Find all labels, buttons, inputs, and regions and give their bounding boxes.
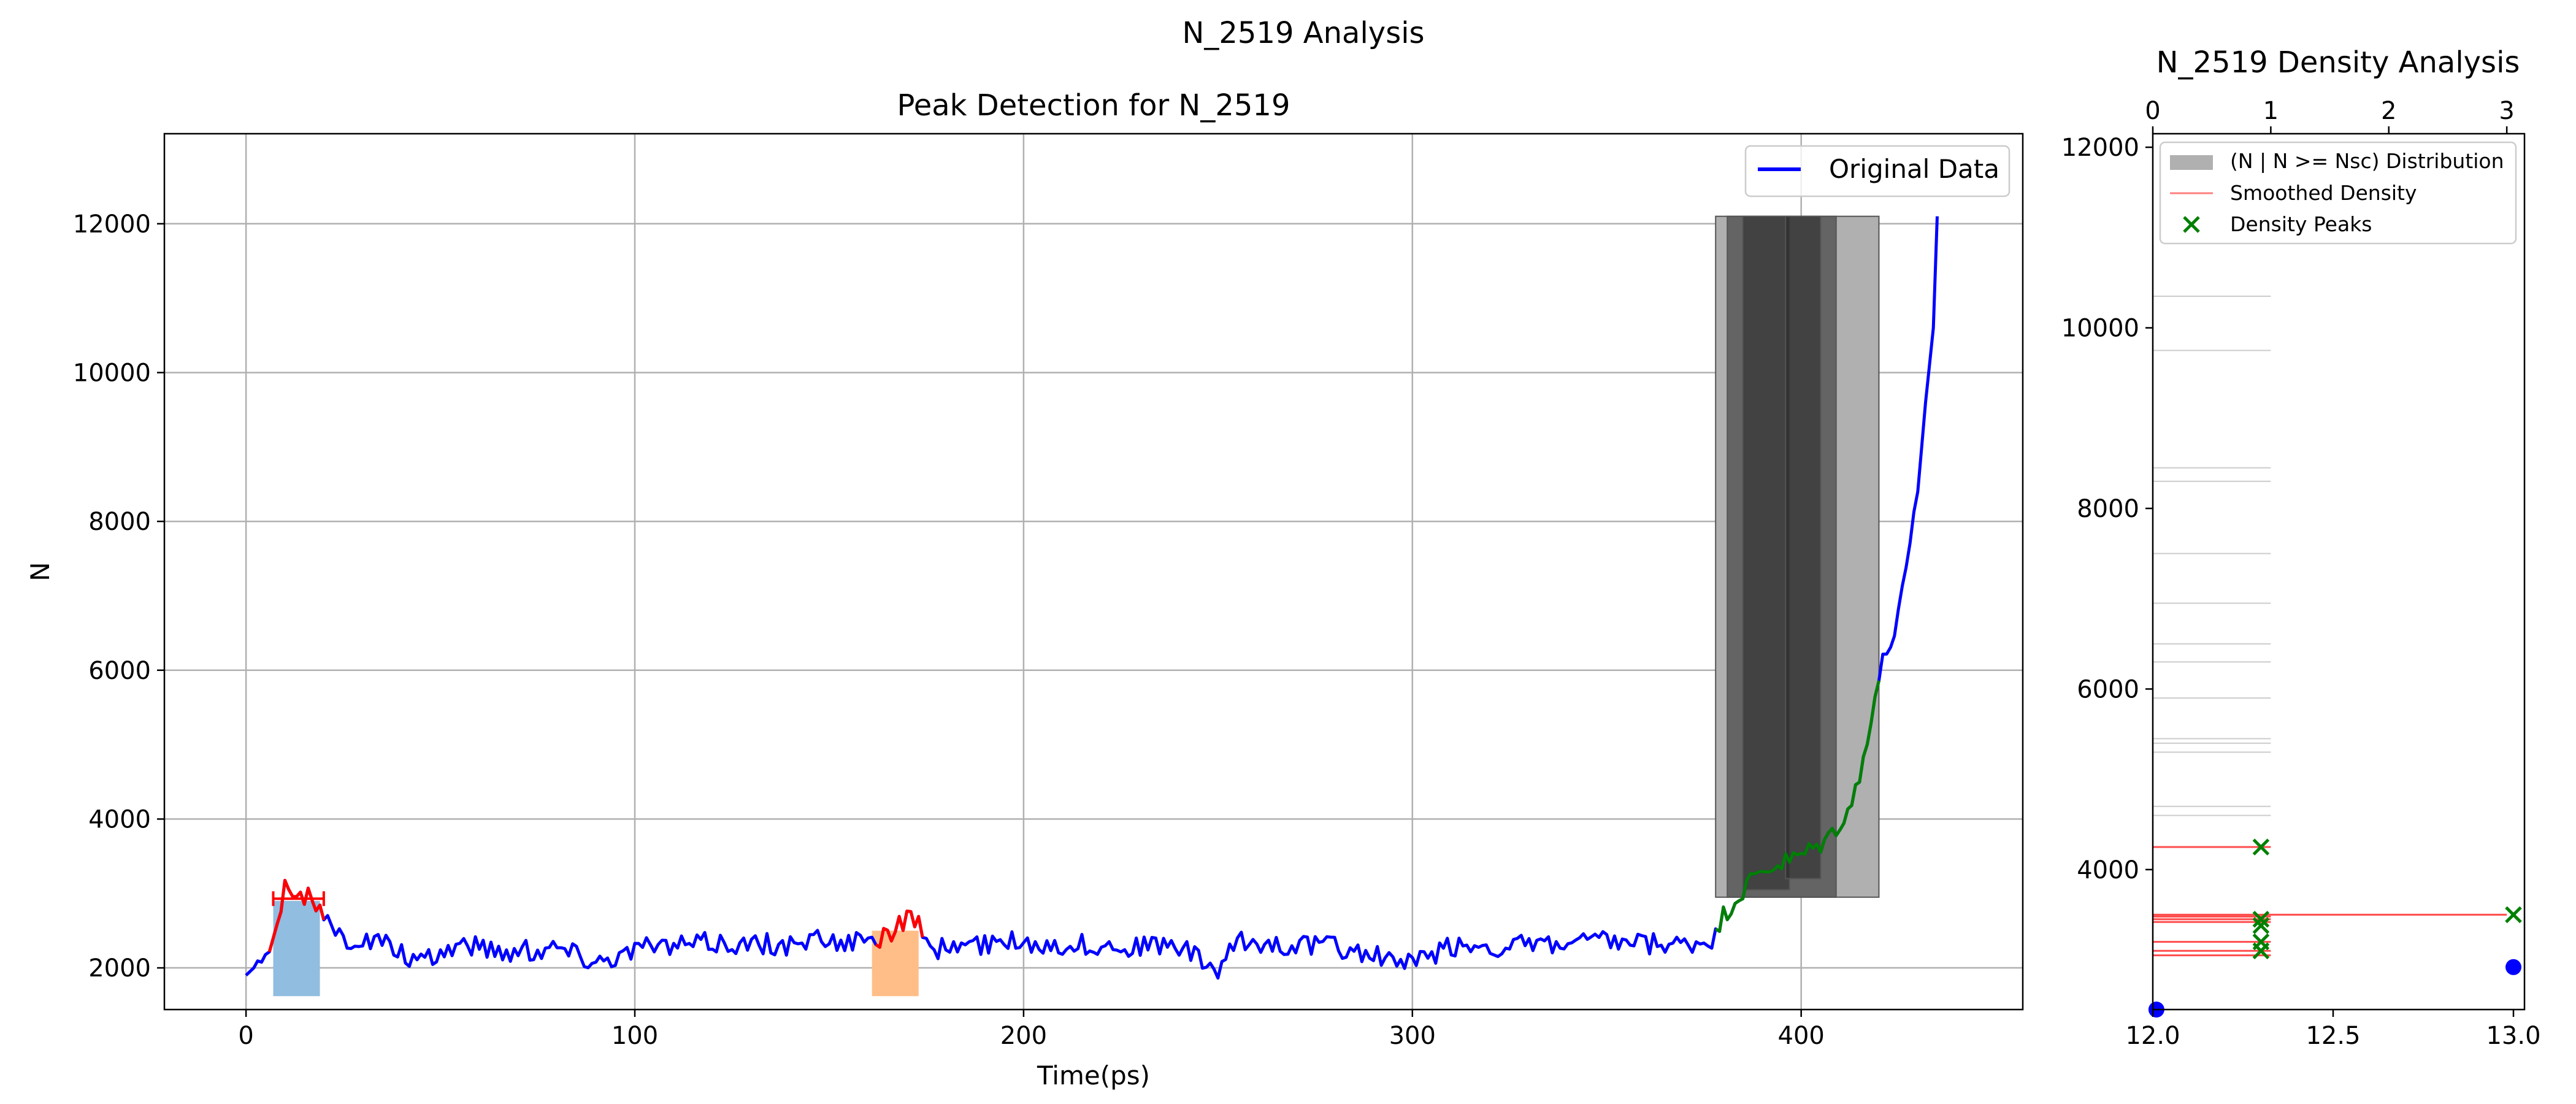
x-tick-label: 100 (611, 1022, 658, 1050)
highlight-region (872, 930, 919, 997)
density-legend-box (2159, 141, 2517, 245)
figure-suptitle: N_2519 Analysis (1182, 16, 1424, 50)
main-y-axis-label: N (25, 562, 55, 581)
marker-stroke (2252, 911, 2270, 928)
density-peak-marker (2252, 942, 2270, 960)
x-tick-label: 0 (238, 1022, 253, 1050)
legend-marker-density-peaks (2183, 216, 2200, 233)
main-plot-frame (163, 132, 2024, 1011)
y-tick-label: 2000 (88, 954, 151, 983)
density-peak-marker (2252, 838, 2270, 856)
main-chart-title: Peak Detection for N_2519 (897, 88, 1290, 123)
distribution-lines (2153, 295, 2271, 816)
growth-segment (1714, 680, 1880, 933)
marker-stroke (2252, 838, 2270, 856)
x-tick-label: 400 (1778, 1022, 1825, 1050)
legend-label-smoothed-density: Smoothed Density (2230, 181, 2417, 205)
density-y-tick-label: 6000 (2077, 675, 2139, 703)
density-chart: N_2519 Density Analysis 0 1 2 3 12.0 12.5 13.… (2061, 45, 2541, 1050)
main-legend-box (1744, 145, 2011, 197)
y-tick-label: 6000 (88, 657, 151, 685)
main-x-axis-label: Time(ps) (1037, 1060, 1150, 1091)
density-y-ticks: 4000 6000 8000 10000 12000 (2061, 134, 2153, 884)
density-plot-frame (2152, 132, 2526, 1011)
density-y-tick-label: 8000 (2077, 495, 2139, 523)
histogram-bar (1785, 215, 1822, 880)
main-y-ticks: 2000 4000 6000 8000 10000 12000 (73, 210, 164, 983)
main-x-ticks: 0 100 200 300 400 (238, 1010, 1825, 1050)
legend-swatch-distribution (2170, 155, 2213, 170)
peak-segment (267, 878, 326, 953)
main-legend: Original Data (1744, 145, 2011, 197)
data-series (245, 216, 1939, 980)
main-chart: Peak Detection for N_2519 0 100 200 300 400 … (25, 88, 2024, 1091)
legend-label-original-data: Original Data (1829, 154, 1999, 184)
blue-markers (2148, 959, 2521, 1018)
legend-label-distribution: (N | N >= Nsc) Distribution (2230, 149, 2504, 173)
histogram-bars (1715, 215, 1880, 898)
density-peak-markers (2252, 838, 2522, 960)
blue-point (2505, 959, 2521, 975)
smoothed-density-lines (2153, 846, 2507, 957)
y-tick-label: 8000 (88, 508, 151, 536)
marker-stroke (2252, 917, 2270, 934)
density-peak-marker (2505, 906, 2522, 924)
density-top-x-ticks: 0 1 2 3 (2145, 97, 2515, 134)
legend-label-density-peaks: Density Peaks (2230, 212, 2372, 236)
peak-segment (875, 910, 924, 949)
y-tick-label: 4000 (88, 805, 151, 834)
bottom-x-tick-label: 13.0 (2486, 1022, 2540, 1050)
y-tick-label: 12000 (73, 210, 151, 239)
bottom-x-tick-label: 12.0 (2125, 1022, 2180, 1050)
density-chart-title: N_2519 Density Analysis (2156, 45, 2520, 80)
density-legend: (N | N >= Nsc) Distribution Smoothed Den… (2159, 141, 2517, 245)
density-peak-marker (2252, 917, 2270, 934)
density-y-tick-label: 10000 (2061, 315, 2139, 343)
marker-stroke (2252, 942, 2270, 960)
y-tick-label: 10000 (73, 359, 151, 387)
top-x-tick-label: 1 (2263, 97, 2279, 125)
density-y-tick-label: 4000 (2077, 856, 2139, 884)
top-x-tick-label: 2 (2381, 97, 2396, 125)
density-y-tick-label: 12000 (2061, 134, 2139, 162)
x-tick-label: 300 (1389, 1022, 1436, 1050)
histogram-bar (1742, 215, 1790, 891)
density-bottom-x-ticks: 12.0 12.5 13.0 (2125, 1010, 2541, 1050)
top-x-tick-label: 3 (2499, 97, 2514, 125)
x-tick-label: 200 (1000, 1022, 1047, 1050)
density-peak-marker (2252, 911, 2270, 928)
series-line-original-data (245, 216, 1939, 980)
bottom-x-tick-label: 12.5 (2306, 1022, 2360, 1050)
marker-stroke (2505, 906, 2522, 924)
top-x-tick-label: 0 (2145, 97, 2160, 125)
